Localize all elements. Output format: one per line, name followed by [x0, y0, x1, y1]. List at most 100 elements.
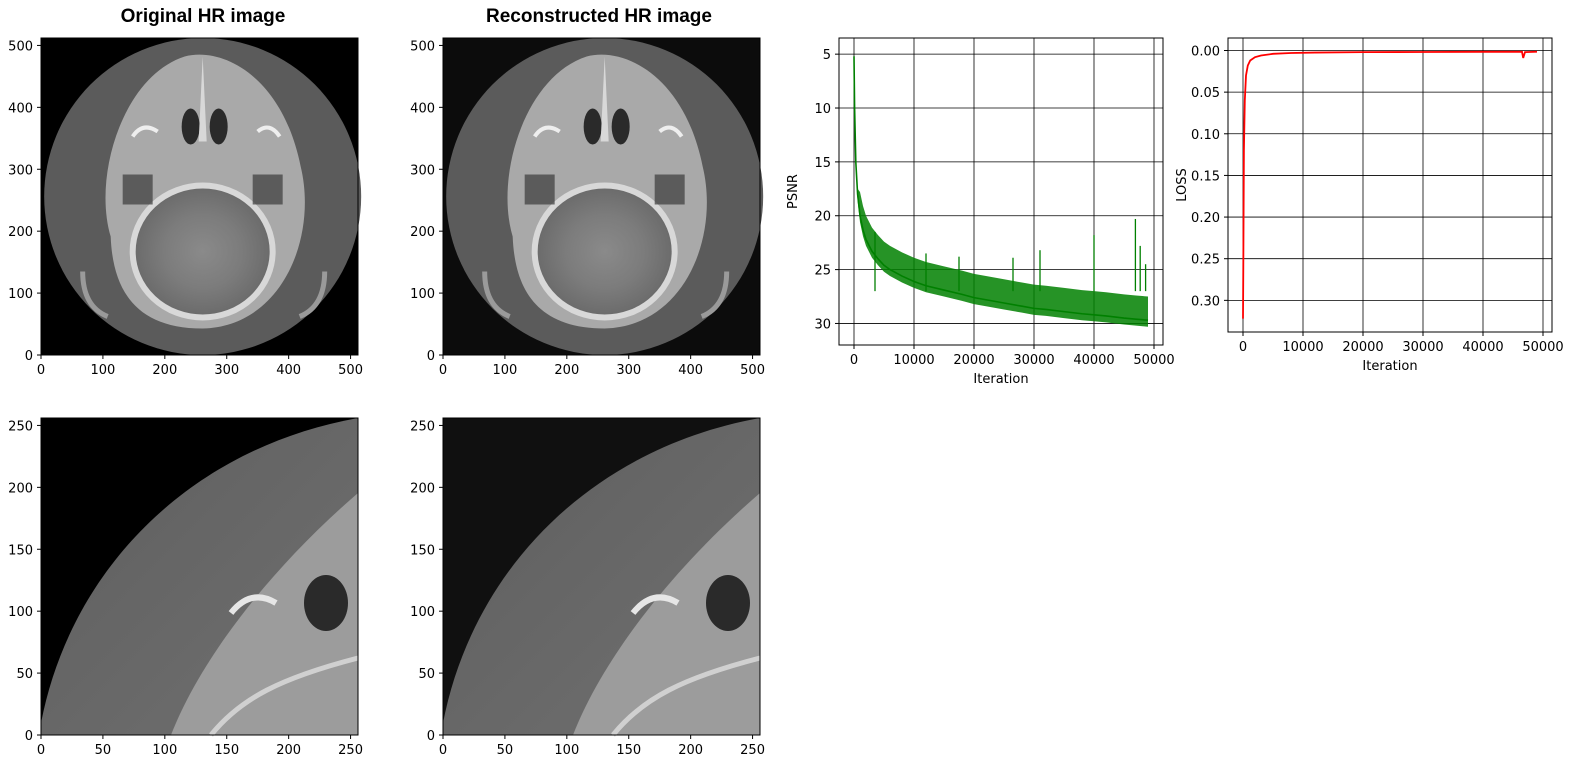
y-tick-label: 150	[8, 543, 33, 558]
y-tick-label: 100	[410, 287, 435, 302]
axes-3: 0 10000 20000 30000 40000 50000 0.00 0.05 0.10 0.…	[1175, 37, 1564, 374]
x-tick-label: 100	[493, 363, 518, 378]
x-tick-label: 250	[338, 743, 363, 758]
brain-region	[129, 182, 276, 321]
y-tick-label: 300	[410, 163, 435, 178]
x-tick-label: 50	[95, 743, 112, 758]
x-tick-label: 200	[276, 743, 301, 758]
x-tick-label: 20000	[953, 353, 994, 368]
sinus-left	[583, 108, 602, 145]
zoom-sinus	[304, 575, 348, 631]
x-tick-label: 50	[497, 743, 514, 758]
y-tick-label: 200	[410, 481, 435, 496]
y-tick-label: 0.25	[1191, 253, 1220, 268]
axes-frame	[442, 417, 761, 736]
y-tick-label: 0	[25, 349, 33, 364]
axes-2: 0 10000 20000 30000 40000 50000 5 10 15 20 25 30 Ite…	[786, 37, 1175, 387]
mastoid-left	[524, 174, 555, 205]
y-tick-label: 500	[410, 39, 435, 54]
x-tick-label: 50000	[1133, 353, 1174, 368]
x-tick-label: 10000	[893, 353, 934, 368]
x-tick-label: 300	[214, 363, 239, 378]
y-tick-label: 50	[16, 667, 33, 682]
table-left	[80, 271, 109, 319]
y-tick-label: 30	[814, 317, 831, 332]
x-tick-label: 40000	[1462, 340, 1503, 355]
y-tick-label: 200	[410, 225, 435, 240]
loss-line	[1242, 50, 1538, 319]
zoom-contour	[209, 655, 359, 737]
y-tick-label: 0	[25, 729, 33, 744]
psnr-line	[853, 56, 1149, 322]
axes-0: 0 100 200 300 400 500 0 100 200 300 400 500	[8, 37, 363, 378]
reconstructed-title: Reconstructed HR image	[486, 6, 712, 27]
y-tick-label: 0.20	[1191, 211, 1220, 226]
bone-highlight-left	[533, 125, 561, 138]
y-tick-label: 150	[410, 543, 435, 558]
y-tick-label: 0.15	[1191, 169, 1220, 184]
y-tick-label: 0.30	[1191, 294, 1220, 309]
y-tick-label: 100	[410, 605, 435, 620]
zoom-bone	[171, 493, 358, 735]
ct-scan-image	[41, 38, 362, 355]
axes-5: 0 50 100 150 200 250 0 50 100 150 200 250	[410, 417, 765, 758]
y-tick-label: 300	[8, 163, 33, 178]
ct-zoom-image	[443, 418, 761, 737]
x-tick-label: 40000	[1073, 353, 1114, 368]
x-tick-label: 250	[740, 743, 765, 758]
mastoid-left	[122, 174, 153, 205]
table-left	[482, 271, 511, 319]
y-tick-label: 5	[823, 48, 831, 63]
x-tick-label: 0	[37, 743, 45, 758]
bone-highlight-left	[131, 125, 159, 138]
x-tick-label: 0	[37, 363, 45, 378]
x-tick-label: 0	[850, 353, 858, 368]
x-tick-label: 10000	[1282, 340, 1323, 355]
ct-scan-image	[443, 38, 764, 355]
axes-frame	[40, 417, 359, 736]
y-tick-label: 100	[8, 605, 33, 620]
zoom-sinus	[706, 575, 750, 631]
x-tick-label: 150	[616, 743, 641, 758]
y-axis-label: LOSS	[1175, 168, 1190, 202]
x-tick-label: 0	[439, 743, 447, 758]
x-tick-label: 400	[276, 363, 301, 378]
table-right	[298, 271, 328, 319]
mastoid-right	[654, 174, 685, 205]
x-tick-label: 0	[439, 363, 447, 378]
axes-4: 0 50 100 150 200 250 0 50 100 150 200 250	[8, 417, 363, 758]
x-tick-label: 30000	[1013, 353, 1054, 368]
nasal-septum	[600, 56, 609, 142]
bone-highlight-right	[658, 125, 684, 138]
y-tick-label: 500	[8, 39, 33, 54]
y-tick-label: 0	[427, 349, 435, 364]
y-tick-label: 200	[8, 481, 33, 496]
x-tick-label: 0	[1239, 340, 1247, 355]
y-tick-label: 400	[8, 101, 33, 116]
y-tick-label: 15	[814, 156, 831, 171]
y-tick-label: 25	[814, 264, 831, 279]
y-tick-label: 400	[410, 101, 435, 116]
nasal-septum	[198, 56, 207, 142]
x-tick-label: 30000	[1402, 340, 1443, 355]
x-tick-label: 50000	[1522, 340, 1563, 355]
x-tick-label: 200	[152, 363, 177, 378]
y-tick-label: 0.10	[1191, 128, 1220, 143]
zoom-bone	[573, 493, 760, 735]
original-title: Original HR image	[120, 6, 286, 27]
x-tick-label: 100	[152, 743, 177, 758]
axes-frame	[40, 37, 359, 356]
x-tick-label: 20000	[1342, 340, 1383, 355]
x-tick-label: 200	[678, 743, 703, 758]
y-tick-label: 0.05	[1191, 86, 1220, 101]
zoom-contour	[611, 655, 761, 737]
y-tick-label: 250	[410, 419, 435, 434]
x-tick-label: 500	[740, 363, 765, 378]
axes-frame	[1227, 37, 1553, 333]
x-tick-label: 400	[678, 363, 703, 378]
y-tick-label: 0.00	[1191, 44, 1220, 59]
x-tick-label: 200	[554, 363, 579, 378]
y-tick-label: 200	[8, 225, 33, 240]
psnr-variance-band	[854, 50, 1148, 327]
